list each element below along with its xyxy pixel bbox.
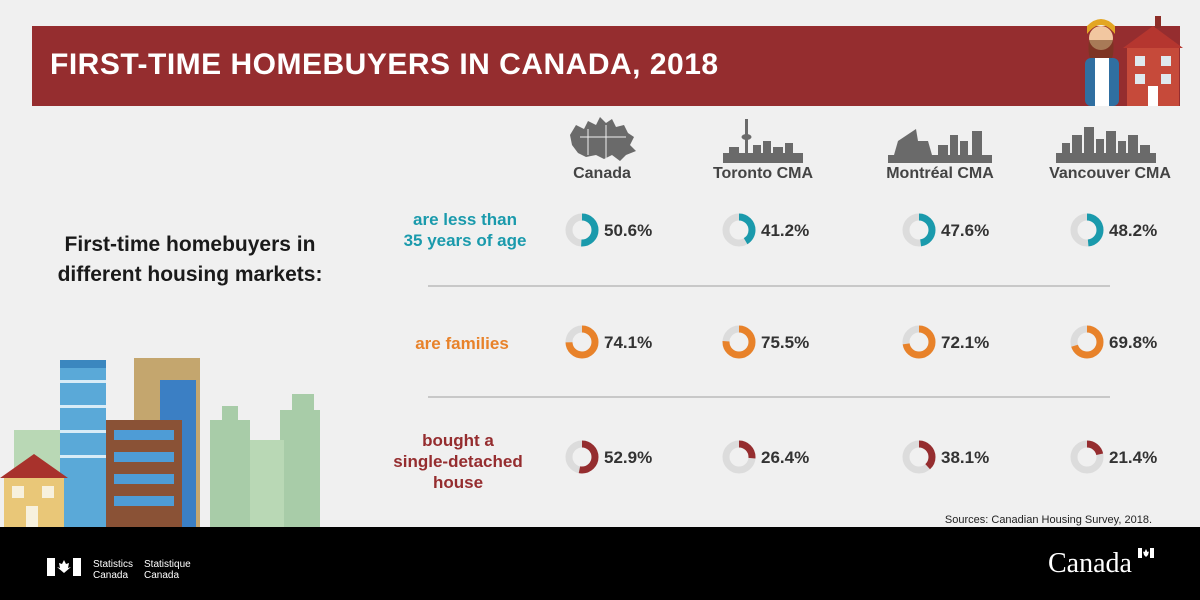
ring-value-arc	[1070, 213, 1104, 247]
value-label-detached-1: 26.4%	[761, 448, 810, 467]
title-banner	[32, 26, 1180, 106]
footer-bar	[0, 527, 1200, 600]
homebuyer-illustration	[1085, 16, 1183, 106]
ring-detached-1	[722, 440, 756, 474]
toronto-skyline-icon	[723, 119, 803, 163]
statistics-en-line-2: Canada	[93, 570, 129, 581]
ring-value-arc	[565, 325, 599, 359]
lead-text: First-time homebuyers in different housi…	[30, 230, 350, 290]
ring-age-3	[1070, 213, 1104, 247]
column-header-canada: Canada	[573, 165, 631, 182]
value-label-families-3: 69.8%	[1109, 333, 1158, 352]
value-label-families-2: 72.1%	[941, 333, 990, 352]
canada-wordmark: Canada	[1048, 548, 1132, 579]
row-divider	[428, 285, 1110, 287]
ring-detached-2	[902, 440, 936, 474]
row-label-detached-line-3: house	[432, 473, 484, 492]
column-header-montreal: Montréal CMA	[886, 165, 994, 182]
column-header-toronto: Toronto CMA	[712, 165, 814, 182]
ring-value-arc	[722, 440, 756, 474]
statistique-canada-fr: Statistique Canada	[144, 559, 191, 581]
ring-families-3	[1070, 325, 1104, 359]
row-label-families: are families	[362, 333, 562, 354]
montreal-skyline-icon	[888, 129, 992, 163]
ring-value-arc	[1070, 325, 1104, 359]
ring-age-2	[902, 213, 936, 247]
ring-age-0	[565, 213, 599, 247]
canada-flag-icon	[47, 558, 81, 576]
row-label-detached-line-2: single-detached	[393, 452, 523, 471]
city-buildings-illustration	[0, 358, 320, 527]
row-label-age-line-2: 35 years of age	[403, 231, 527, 250]
statistics-en-line-1: Statistics	[93, 559, 134, 570]
value-label-detached-3: 21.4%	[1109, 448, 1158, 467]
statistique-fr-line-2: Canada	[144, 570, 180, 581]
value-label-age-2: 47.6%	[941, 221, 990, 240]
ring-families-2	[902, 325, 936, 359]
ring-value-arc	[1070, 440, 1104, 474]
ring-value-arc	[565, 213, 599, 247]
ring-detached-0	[565, 440, 599, 474]
row-label-detached: bought a single-detached house	[358, 430, 558, 493]
ring-value-arc	[902, 213, 936, 247]
row-label-detached-line-1: bought a	[422, 431, 494, 450]
canada-map-icon	[570, 117, 636, 161]
row-label-families-line-1: are families	[415, 334, 509, 353]
column-header-vancouver: Vancouver CMA	[1049, 165, 1171, 182]
lead-text-line-2: different housing markets:	[57, 263, 323, 286]
statistics-canada-en: Statistics Canada	[93, 559, 133, 581]
value-label-families-0: 74.1%	[604, 333, 653, 352]
value-label-age-3: 48.2%	[1109, 221, 1158, 240]
row-label-age-line-1: are less than	[413, 210, 517, 229]
value-label-detached-0: 52.9%	[604, 448, 653, 467]
ring-value-arc	[902, 440, 936, 474]
page-title: FIRST-TIME HOMEBUYERS IN CANADA, 2018	[50, 48, 719, 81]
ring-detached-3	[1070, 440, 1104, 474]
ring-value-arc	[722, 213, 756, 247]
lead-text-line-1: First-time homebuyers in	[64, 233, 316, 256]
value-label-detached-2: 38.1%	[941, 448, 990, 467]
row-label-age: are less than 35 years of age	[365, 209, 565, 251]
ring-value-arc	[722, 325, 756, 359]
ring-families-1	[722, 325, 756, 359]
wordmark-flag-icon	[1138, 548, 1154, 558]
value-label-age-0: 50.6%	[604, 221, 653, 240]
ring-families-0	[565, 325, 599, 359]
value-label-age-1: 41.2%	[761, 221, 810, 240]
ring-value-arc	[565, 440, 599, 474]
value-label-families-1: 75.5%	[761, 333, 810, 352]
ring-age-1	[722, 213, 756, 247]
source-note: Sources: Canadian Housing Survey, 2018.	[944, 514, 1152, 526]
vancouver-skyline-icon	[1056, 127, 1156, 163]
row-divider	[428, 396, 1110, 398]
ring-value-arc	[902, 325, 936, 359]
statistique-fr-line-1: Statistique	[144, 559, 191, 570]
